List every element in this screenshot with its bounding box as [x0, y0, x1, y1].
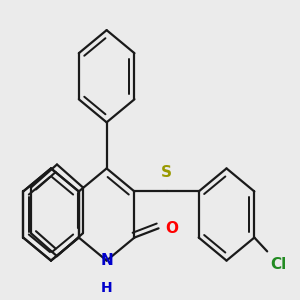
Text: N: N	[100, 253, 113, 268]
Text: S: S	[161, 165, 172, 180]
Text: Cl: Cl	[270, 257, 286, 272]
Text: H: H	[101, 280, 112, 295]
Text: O: O	[166, 221, 179, 236]
